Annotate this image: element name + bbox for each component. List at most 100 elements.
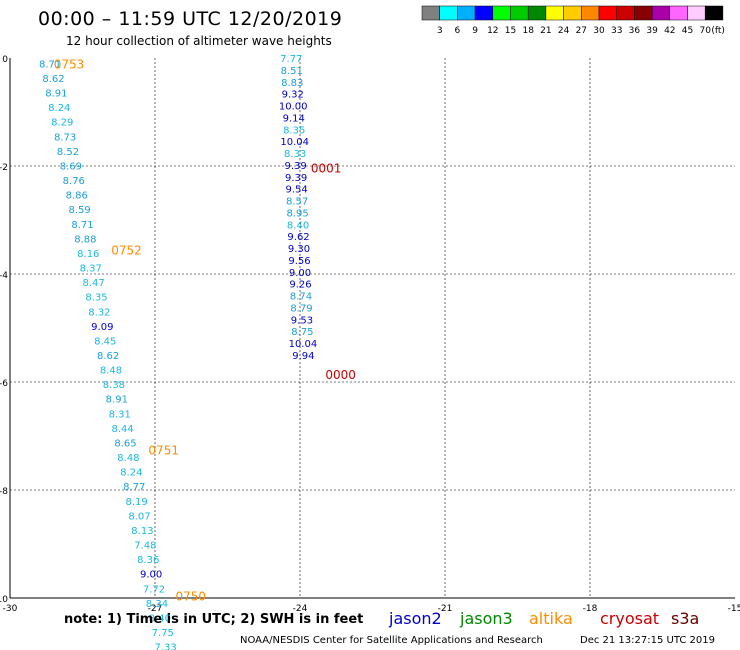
y-tick-label: -10 <box>0 595 8 605</box>
wave-height-value: 8.37 <box>80 264 102 275</box>
wave-height-value: 8.19 <box>126 497 148 508</box>
wave-height-value: 8.69 <box>60 161 82 172</box>
color-scale-label: 9 <box>472 26 478 36</box>
page-subtitle: 12 hour collection of altimeter wave hei… <box>66 34 332 48</box>
wave-height-value: 8.07 <box>128 511 150 522</box>
color-scale-label: 6 <box>455 26 461 36</box>
color-scale-label: 36 <box>629 26 641 36</box>
generated-timestamp: Dec 21 13:27:15 UTC 2019 <box>580 635 715 646</box>
color-scale-label: 24 <box>558 26 570 36</box>
wave-height-value: 8.45 <box>94 336 116 347</box>
y-tick-label: 0 <box>2 55 8 65</box>
pass-time-label: 0753 <box>54 57 85 71</box>
wave-height-value: 8.73 <box>54 132 76 143</box>
wave-height-value: 9.54 <box>285 185 307 196</box>
wave-height-value: 8.71 <box>71 220 93 231</box>
legend-s3a: s3a <box>671 609 700 628</box>
x-tick-label: -30 <box>3 604 18 614</box>
wave-height-value: 9.56 <box>288 256 310 267</box>
wave-height-value: 8.91 <box>106 395 128 406</box>
wave-height-value: 8.57 <box>286 197 308 208</box>
wave-height-value: 9.30 <box>288 244 310 255</box>
color-swatch <box>669 5 688 21</box>
color-swatch <box>545 5 564 21</box>
credit-text: NOAA/NESDIS Center for Satellite Applica… <box>240 635 543 646</box>
satellite-tracks: 8.71 8.62 8.91 8.24 8.29 8.73 8.52 8.69 8.76 8.86… <box>39 54 356 650</box>
wave-height-value: 8.35 <box>283 125 305 136</box>
pass-time-label: 0001 <box>311 162 342 176</box>
x-tick-label: -18 <box>583 604 598 614</box>
wave-height-value: 8.59 <box>68 205 90 216</box>
wave-height-value: 8.62 <box>97 351 119 362</box>
legend-jason3: jason3 <box>460 609 513 628</box>
wave-height-value: 8.40 <box>149 613 171 624</box>
wave-height-value: 8.24 <box>48 103 70 114</box>
y-tick-label: -8 <box>0 487 8 497</box>
wave-height-value: 8.76 <box>63 176 85 187</box>
color-swatch <box>421 5 440 21</box>
wave-height-value: 8.91 <box>45 89 67 100</box>
y-tick-label: -2 <box>0 163 8 173</box>
wave-height-value: 8.33 <box>284 149 306 160</box>
wave-height-value: 8.40 <box>287 220 309 231</box>
wave-height-value: 9.14 <box>283 113 305 124</box>
wave-height-value: 8.52 <box>57 147 79 158</box>
wave-height-value: 8.86 <box>66 191 88 202</box>
color-swatch <box>474 5 494 21</box>
wave-height-value: 8.75 <box>291 327 313 338</box>
wave-height-value: 9.32 <box>282 90 304 101</box>
color-swatch <box>687 5 706 21</box>
wave-height-value: 8.47 <box>82 278 104 289</box>
color-scale-label: 30 <box>593 26 605 36</box>
y-tick-label: -4 <box>0 271 8 281</box>
page-title: 00:00 – 11:59 UTC 12/20/2019 <box>38 8 343 30</box>
wave-height-value: 9.00 <box>289 268 311 279</box>
track-cryosat: 7.778.518.839.3210.009.148.3510.048.339.… <box>279 54 356 382</box>
wave-height-value: 10.04 <box>289 339 318 350</box>
wave-height-value: 9.39 <box>285 173 307 184</box>
wave-height-value: 8.65 <box>114 438 136 449</box>
map-axes: -30 -27 -24 -21 -18 -15 0 -2 -4 -6 -8 -10 <box>0 55 740 614</box>
color-swatch <box>492 5 511 21</box>
wave-height-value: 8.74 <box>290 292 312 303</box>
wave-height-value: 8.35 <box>85 293 107 304</box>
color-swatch <box>563 5 582 21</box>
wave-height-value: 7.33 <box>155 643 177 650</box>
wave-height-value: 9.00 <box>140 570 162 581</box>
wave-height-value: 8.51 <box>281 66 303 77</box>
wave-height-value: 8.32 <box>88 307 110 318</box>
wave-height-value: 10.00 <box>279 102 308 113</box>
color-swatch <box>439 5 458 21</box>
color-scale-label: 21 <box>540 26 551 36</box>
x-tick-label: -27 <box>148 604 163 614</box>
wave-height-value: 8.83 <box>281 78 303 89</box>
color-scale-unit: (ft) <box>711 26 725 36</box>
x-tick-label: -21 <box>438 604 453 614</box>
color-scale-label: 42 <box>664 26 675 36</box>
wave-height-value: 8.88 <box>74 234 96 245</box>
wave-height-value: 7.48 <box>134 541 156 552</box>
wave-height-value: 9.09 <box>91 322 113 333</box>
wave-height-value: 8.95 <box>286 208 308 219</box>
wave-height-value: 7.75 <box>152 628 174 639</box>
color-scale-label: 18 <box>522 26 534 36</box>
wave-height-value: 9.62 <box>287 232 309 243</box>
color-scale-label: 12 <box>487 26 498 36</box>
pass-time-label: 0751 <box>148 444 179 458</box>
wave-height-value: 8.79 <box>290 303 312 314</box>
wave-height-value: 8.62 <box>42 74 64 85</box>
x-tick-label: -15 <box>728 604 740 614</box>
wave-height-value: 8.71 <box>39 59 61 70</box>
wave-height-value: 10.04 <box>280 137 309 148</box>
track-altika: 8.71 8.62 8.91 8.24 8.29 8.73 8.52 8.69 8.76 8.86… <box>39 57 206 650</box>
wave-height-value: 8.34 <box>146 599 168 610</box>
wave-height-value: 8.44 <box>111 424 133 435</box>
wave-height-value: 8.24 <box>120 468 142 479</box>
wave-height-value: 8.31 <box>109 409 131 420</box>
note-text: note: 1) Time is in UTC; 2) SWH is in fe… <box>64 612 364 627</box>
color-scale-label: 27 <box>576 26 587 36</box>
wave-height-value: 9.94 <box>292 351 314 362</box>
x-tick-label: -24 <box>293 604 308 614</box>
color-swatch <box>457 5 476 21</box>
